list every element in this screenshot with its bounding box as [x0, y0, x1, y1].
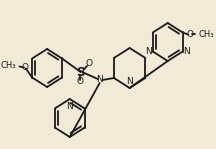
- Text: N: N: [126, 77, 133, 86]
- Text: O: O: [85, 59, 92, 69]
- Text: CH₃: CH₃: [199, 30, 214, 39]
- Text: O: O: [21, 63, 29, 72]
- Text: CH₃: CH₃: [0, 61, 16, 70]
- Text: O: O: [76, 77, 83, 87]
- Text: N: N: [96, 76, 103, 84]
- Text: N: N: [66, 102, 73, 111]
- Text: S: S: [76, 66, 85, 79]
- Text: N: N: [145, 47, 152, 56]
- Text: N: N: [184, 47, 190, 56]
- Text: O: O: [186, 30, 193, 39]
